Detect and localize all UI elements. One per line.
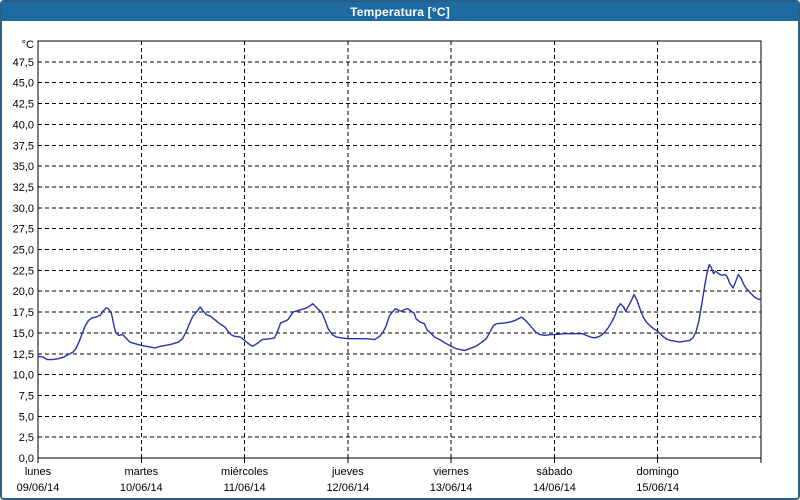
x-tick-date-label: 13/06/14 [430,482,473,494]
x-tick-day-label: domingo [637,466,679,478]
x-tick-date-label: 15/06/14 [636,482,679,494]
y-tick-label: 35,0 [13,161,34,173]
y-tick-label: 17,5 [13,307,34,319]
chart-area: 0,0 2,5 5,0 7,5 10,0 12,5 15,0 17,5 20,0 22,5 25,0… [2,21,798,498]
y-tick-label: 25,0 [13,245,34,257]
x-tick-day-label: viernes [433,466,469,478]
temperature-chart: 0,0 2,5 5,0 7,5 10,0 12,5 15,0 17,5 20,0 22,5 25,0… [13,39,762,494]
y-tick-label: 2,5 [19,432,34,444]
x-tick-date-label: 11/06/14 [224,482,266,494]
chart-title: Temperatura [°C] [350,4,450,19]
y-tick-label: 27,5 [13,224,34,236]
y-tick-label: 40,0 [13,119,34,131]
plot-border [37,40,762,459]
y-tick-label: 30,0 [13,203,34,215]
y-tick-label: 45,0 [13,78,34,90]
x-tick-date-label: 14/06/14 [533,482,576,494]
y-tick-label: 5,0 [19,411,34,423]
y-tick-label: 32,5 [13,182,34,194]
x-tick-date-label: 12/06/14 [326,482,369,494]
x-tick-day-label: martes [124,466,158,478]
y-tick-label: 7,5 [19,390,34,402]
x-tick-day-label: sábado [536,466,572,478]
y-tick-label: 20,0 [13,286,34,298]
chart-title-bar: Temperatura [°C] [2,2,798,21]
y-tick-label: 37,5 [13,140,34,152]
x-tick-date-label: 10/06/14 [120,482,163,494]
y-tick-label: 42,5 [13,99,34,111]
y-tick-label: 22,5 [13,265,34,277]
y-tick-label: 47,5 [13,57,34,69]
y-axis-unit-label: °C [22,39,34,51]
y-tick-label: 0,0 [19,453,34,465]
x-tick-date-label: 09/06/14 [17,482,60,494]
temperature-line [37,263,762,361]
y-tick-label: 15,0 [13,328,34,340]
x-tick-day-label: jueves [331,466,364,478]
y-tick-label: 12,5 [13,349,34,361]
x-tick-day-label: lunes [25,466,52,478]
y-tick-label: 10,0 [13,370,34,382]
x-tick-day-label: miércoles [221,466,269,478]
